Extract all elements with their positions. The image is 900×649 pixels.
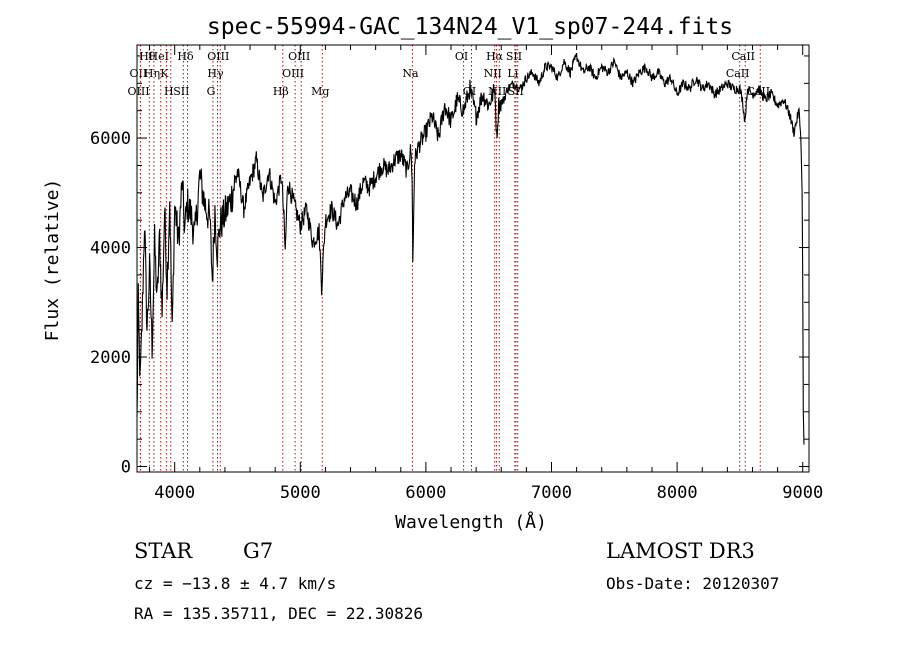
spectral-line-label: SII [506, 50, 522, 63]
coordinates: RA = 135.35711, DEC = 22.30826 [134, 604, 423, 623]
spectral-line-label: OIII [207, 50, 229, 63]
spectral-line-label: H [164, 85, 174, 98]
spectral-line-label: Hδ [177, 50, 194, 63]
x-tick-label: 7000 [531, 483, 572, 503]
spectral-line-label: CaII [731, 50, 755, 63]
spectral-line-label: Hη [144, 67, 160, 80]
spectral-line-label: Hβ [273, 85, 289, 98]
y-tick-label: 0 [121, 458, 131, 478]
subclass: G7 [243, 539, 274, 563]
spectral-line-label: OIII [282, 67, 304, 80]
y-tick-label: 4000 [90, 239, 131, 259]
spectral-line-label: K [160, 67, 169, 80]
spectral-line-label: OI [455, 50, 468, 63]
spectral-line-label: NII [484, 67, 502, 80]
spectral-line-label: OIII [288, 50, 310, 63]
spectral-line-label: SII [173, 85, 189, 98]
x-tick-label: 9000 [782, 483, 823, 503]
x-tick-label: 5000 [280, 483, 321, 503]
y-tick-label: 6000 [90, 129, 131, 149]
object-class: STAR [134, 539, 193, 563]
spectral-line-label: Li [507, 67, 518, 80]
spectral-line-label: OII [130, 67, 148, 80]
spectral-line-label: Na [402, 67, 419, 80]
spectral-line-label: Hγ [207, 67, 224, 80]
plot-frame [136, 44, 810, 473]
spectral-line-label: CaII [726, 67, 750, 80]
redshift-velocity: cz = −13.8 ± 4.7 km/s [134, 574, 337, 593]
y-tick-label: 2000 [90, 348, 131, 368]
spectral-line-label: OIII [127, 85, 149, 98]
x-tick-label: 4000 [154, 483, 195, 503]
chart-title: spec-55994-GAC_134N24_V1_sp07-244.fits [207, 14, 733, 40]
survey-name: LAMOST DR3 [606, 539, 755, 563]
observation-date: Obs-Date: 20120307 [606, 574, 780, 593]
spectral-line-label: Mg [311, 85, 329, 98]
spectral-line-label: NII [488, 85, 506, 98]
x-axis-label: Wavelength (Å) [395, 511, 547, 533]
spectrum-flux-line [136, 52, 805, 445]
x-tick-label: 6000 [405, 483, 446, 503]
spectral-line-label: Hθ [139, 50, 156, 63]
y-axis-label: Flux (relative) [42, 179, 63, 342]
spectral-line-label: G [207, 85, 216, 98]
x-tick-label: 8000 [657, 483, 698, 503]
